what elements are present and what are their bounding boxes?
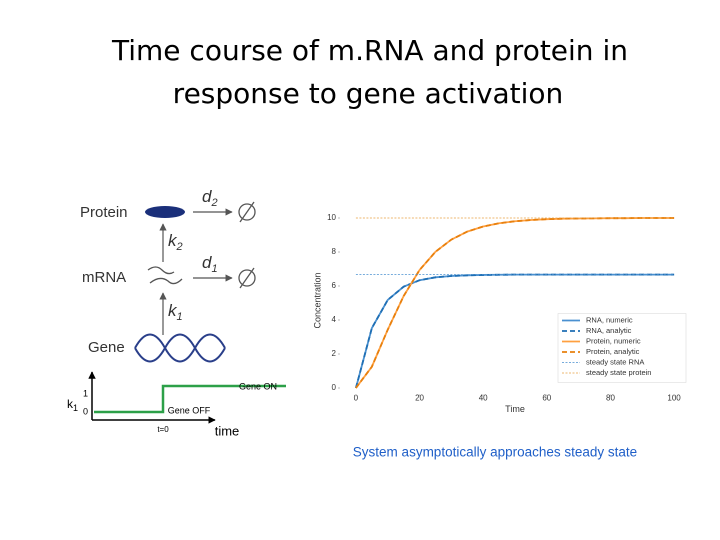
null-symbol [238, 203, 256, 221]
legend-label: steady state protein [586, 368, 651, 377]
x-tick-label: 0 [354, 394, 359, 403]
level-label: 1 [83, 388, 88, 398]
step-x-label: time [215, 423, 240, 438]
x-tick-label: 80 [606, 394, 615, 403]
gene-label: Gene [88, 339, 125, 356]
y-tick-label: 6 [332, 281, 337, 290]
legend-label: RNA, numeric [586, 315, 633, 324]
protein-label: Protein [80, 204, 128, 221]
null-symbol [239, 267, 255, 289]
slide-title: response to gene activation [173, 77, 564, 110]
subscript: 1 [211, 263, 217, 275]
t0-label: t=0 [157, 425, 169, 434]
x-axis-label: Time [505, 404, 525, 414]
x-tick-label: 100 [667, 394, 681, 403]
legend-label: RNA, analytic [586, 326, 632, 335]
protein-icon [145, 206, 185, 218]
step-line [94, 384, 286, 414]
subscript: 2 [210, 197, 217, 209]
k2-label: k2 [168, 231, 183, 252]
off-label: Gene OFF [168, 405, 211, 415]
level-label: 0 [83, 406, 88, 416]
x-tick-label: 40 [479, 394, 488, 403]
series-line [355, 217, 675, 389]
symbol: k [168, 231, 178, 250]
on-label: Gene ON [239, 381, 277, 391]
y-tick-label: 10 [327, 213, 336, 222]
symbol: k [67, 397, 74, 411]
y-tick-label: 8 [332, 247, 337, 256]
dna-icon [134, 333, 226, 363]
y-tick-label: 2 [332, 349, 337, 358]
symbol: k [168, 301, 178, 320]
x-tick-label: 20 [415, 394, 424, 403]
subscript: 1 [177, 311, 183, 323]
x-tick-label: 60 [542, 394, 551, 403]
null-symbol [238, 269, 256, 287]
legend-label: Protein, analytic [586, 347, 640, 356]
null-symbol [239, 201, 255, 223]
mrna-icon [147, 266, 183, 285]
d2-label: d2 [202, 187, 218, 208]
y-tick-label: 4 [332, 315, 337, 324]
legend-label: Protein, numeric [586, 336, 641, 345]
slide-title: Time course of m.RNA and protein in [111, 34, 628, 67]
legend-box [557, 313, 687, 383]
y-axis-label: Concentration [312, 272, 322, 328]
caption: System asymptotically approaches steady … [353, 445, 637, 460]
step-plot: k1 1 0 Gene ON Gene OFF t=0 time [67, 371, 286, 438]
d1-label: d1 [202, 253, 218, 274]
subscript: 2 [176, 241, 183, 253]
subscript: 1 [73, 403, 78, 413]
symbol: d [202, 253, 212, 272]
pathway-diagram: Protein d2 k2 mRNA d1 k1 Gene [80, 187, 256, 363]
y-tick-label: 0 [332, 383, 337, 392]
mrna-label: mRNA [82, 269, 126, 286]
legend-label: steady state RNA [586, 357, 644, 366]
step-y-label: k1 [67, 397, 78, 413]
k1-label: k1 [168, 301, 183, 322]
symbol: d [202, 187, 212, 206]
